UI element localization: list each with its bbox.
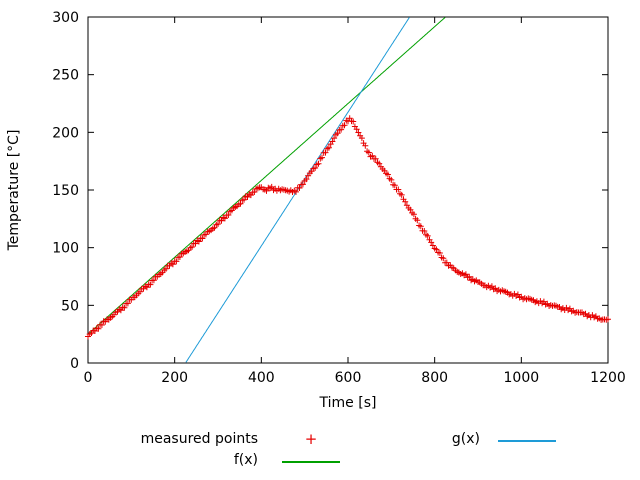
x-tick-label: 1200 <box>590 370 626 386</box>
x-tick-label: 1000 <box>504 370 540 386</box>
y-tick-label: 250 <box>52 68 79 84</box>
x-axis-label: Time [s] <box>319 395 377 411</box>
y-tick-label: 200 <box>52 125 79 141</box>
measured-points-series <box>85 115 611 340</box>
x-tick-label: 0 <box>84 370 93 386</box>
y-tick-label: 300 <box>52 10 79 26</box>
x-tick-label: 800 <box>421 370 448 386</box>
y-tick-label: 150 <box>52 183 79 199</box>
axes: 0 200 400 600 800 1000 1200 0 50 100 150 200 250 300 <box>52 10 626 386</box>
legend-label-g: g(x) <box>451 431 480 447</box>
y-tick-label: 50 <box>61 298 79 314</box>
line-series-fx <box>87 17 446 335</box>
legend-label-f: f(x) <box>233 452 258 468</box>
y-tick-label: 0 <box>70 356 79 372</box>
legend-line-sample-g <box>498 440 556 442</box>
legend-line-sample-f <box>282 461 340 463</box>
x-tick-label: 400 <box>248 370 275 386</box>
x-tick-label: 200 <box>161 370 188 386</box>
x-tick-label: 600 <box>335 370 362 386</box>
legend-label-measured-points: measured points <box>140 431 258 447</box>
y-tick-label: 100 <box>52 241 79 257</box>
y-axis-label: Temperature [°C] <box>6 129 22 251</box>
plus-marker-icon: + <box>304 430 318 448</box>
